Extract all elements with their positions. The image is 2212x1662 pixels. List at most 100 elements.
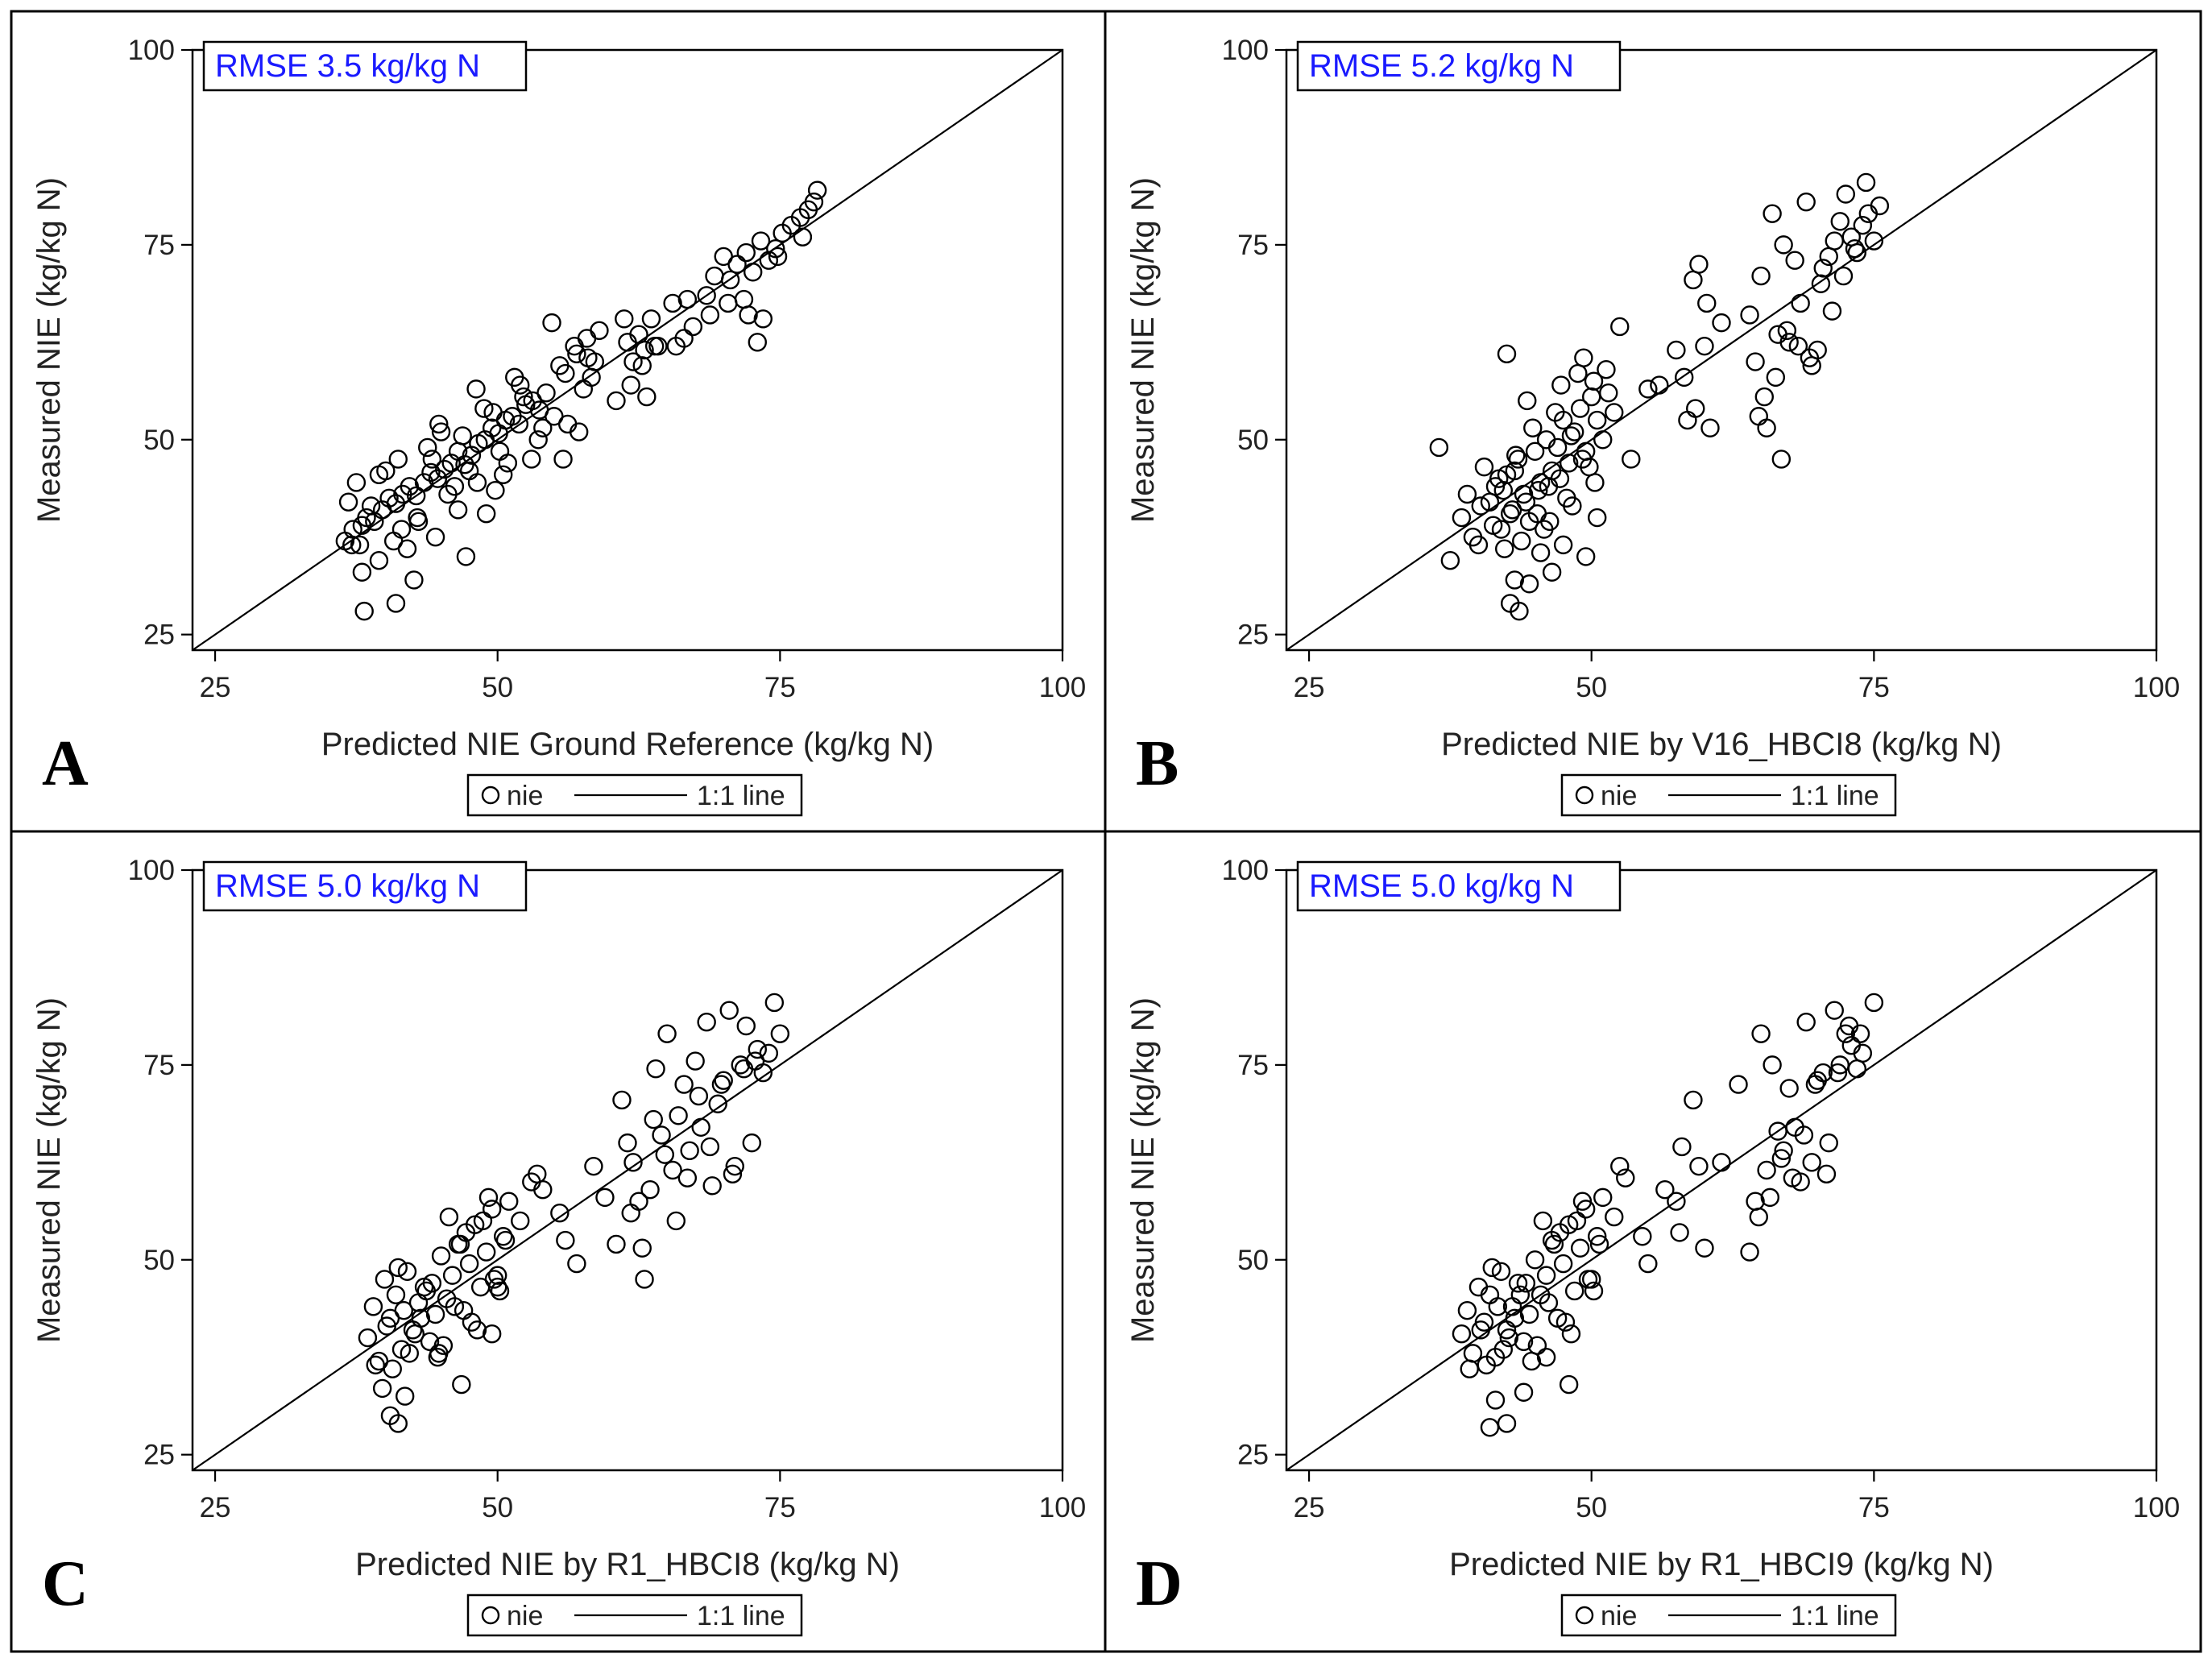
data-point — [1800, 348, 1820, 367]
data-point — [1833, 266, 1854, 286]
data-point — [1610, 317, 1630, 337]
data-point — [1830, 212, 1850, 231]
data-point — [567, 344, 586, 364]
data-point — [714, 1071, 733, 1090]
y-tick-label: 100 — [128, 35, 175, 66]
data-point — [466, 379, 486, 399]
data-point — [358, 1328, 378, 1348]
data-point — [652, 1125, 671, 1145]
data-point — [807, 180, 827, 200]
data-point — [453, 426, 472, 446]
data-point — [1847, 242, 1867, 263]
data-point — [352, 562, 372, 582]
legend-line-label: 1:1 line — [1791, 781, 1879, 811]
y-tick-label: 25 — [1237, 1440, 1269, 1471]
data-point — [1471, 496, 1490, 516]
data-point — [377, 1316, 396, 1336]
data-point — [445, 1297, 465, 1316]
x-tick-label: 75 — [1858, 672, 1890, 703]
data-point — [397, 1262, 417, 1281]
data-point — [1542, 562, 1562, 582]
data-point — [553, 450, 573, 469]
data-point — [1816, 1164, 1837, 1184]
data-point — [1796, 1012, 1816, 1032]
data-point — [418, 437, 437, 458]
data-point — [1686, 399, 1705, 418]
data-point — [1638, 379, 1658, 399]
data-point — [388, 1258, 408, 1278]
y-tick-label: 100 — [1222, 35, 1269, 66]
legend-circle-icon — [481, 1606, 500, 1625]
data-point — [1836, 184, 1855, 204]
data-point — [1819, 1133, 1838, 1153]
x-tick-label: 50 — [1576, 672, 1607, 703]
data-point — [669, 1106, 688, 1125]
data-point — [352, 516, 372, 535]
data-point — [739, 305, 758, 325]
data-point — [404, 570, 424, 590]
data-point — [711, 1075, 731, 1094]
scatter-points — [1452, 993, 1884, 1437]
data-point — [1777, 321, 1797, 341]
data-point — [1788, 336, 1808, 356]
data-point — [646, 1059, 665, 1079]
data-point — [1584, 1281, 1604, 1301]
legend-circle-icon — [481, 785, 500, 805]
data-point — [1712, 313, 1731, 333]
data-point — [1570, 399, 1590, 418]
data-point — [425, 528, 445, 547]
data-point — [405, 1324, 425, 1344]
data-point — [719, 1001, 739, 1020]
data-point — [1828, 1063, 1848, 1083]
data-point — [584, 1156, 603, 1176]
data-point — [1740, 1242, 1759, 1262]
data-point — [621, 1204, 640, 1223]
rmse-text: RMSE 5.0 kg/kg N — [1309, 868, 1574, 904]
data-point — [441, 454, 461, 473]
data-point — [725, 1156, 744, 1176]
x-tick-label: 25 — [200, 672, 231, 703]
data-point — [745, 1051, 765, 1071]
data-point — [1457, 1300, 1477, 1320]
data-point — [748, 1039, 767, 1059]
data-point — [736, 242, 756, 263]
data-point — [1567, 1211, 1587, 1231]
data-point — [361, 496, 381, 516]
data-point — [644, 336, 665, 356]
one-to-one-line — [192, 869, 1063, 1471]
data-point — [1605, 403, 1624, 422]
data-point — [686, 1051, 705, 1071]
data-point — [1499, 1328, 1519, 1348]
x-tick-label: 75 — [764, 672, 796, 703]
data-point — [1771, 450, 1792, 469]
data-point — [1785, 251, 1804, 270]
data-point — [1536, 1266, 1556, 1285]
data-point — [569, 422, 589, 441]
data-point — [590, 321, 609, 341]
data-point — [1518, 391, 1537, 411]
data-point — [689, 1086, 709, 1106]
data-point — [766, 239, 785, 259]
data-point — [1485, 1391, 1506, 1410]
data-point — [1536, 1348, 1556, 1367]
panels-group: 25 50 75 100 25 50 75 100 Predicted NIE Ground R… — [10, 10, 2202, 1653]
data-point — [445, 477, 465, 496]
data-point — [1794, 1125, 1814, 1145]
data-point — [1599, 383, 1618, 403]
data-point — [420, 1332, 440, 1352]
x-axis-label: Predicted NIE by V16_HBCI8 (kg/kg N) — [1441, 727, 2002, 762]
data-point — [1550, 469, 1570, 488]
data-point — [511, 375, 530, 395]
data-point — [1689, 1156, 1709, 1176]
data-point — [1546, 403, 1565, 422]
data-point — [748, 333, 767, 352]
data-point — [455, 455, 474, 475]
data-point — [1505, 461, 1525, 481]
data-point — [1805, 1075, 1825, 1094]
data-point — [1853, 215, 1873, 235]
data-point — [1864, 231, 1884, 251]
data-point — [723, 1164, 743, 1184]
data-point — [708, 1094, 727, 1113]
data-point — [702, 1176, 722, 1196]
data-point — [429, 414, 449, 434]
